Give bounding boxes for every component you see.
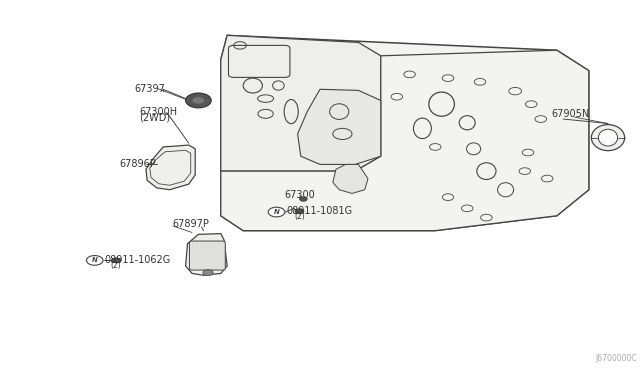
Text: 67896P: 67896P (120, 160, 156, 169)
Text: 67397: 67397 (134, 84, 165, 93)
Text: (2): (2) (294, 212, 305, 221)
Text: (2): (2) (110, 261, 121, 270)
Polygon shape (221, 50, 589, 231)
Circle shape (86, 256, 103, 265)
Polygon shape (146, 145, 195, 190)
Text: N: N (273, 209, 280, 215)
FancyBboxPatch shape (189, 241, 225, 270)
Circle shape (295, 209, 304, 214)
Ellipse shape (598, 129, 618, 146)
Polygon shape (333, 164, 368, 193)
Text: N: N (92, 257, 98, 263)
Circle shape (268, 207, 285, 217)
Polygon shape (186, 234, 227, 275)
Text: 67300: 67300 (285, 190, 316, 199)
Circle shape (186, 93, 211, 108)
Polygon shape (221, 35, 381, 171)
Circle shape (203, 270, 213, 276)
Ellipse shape (591, 125, 625, 151)
Text: 67905N: 67905N (552, 109, 590, 119)
Text: (2WD): (2WD) (140, 112, 171, 122)
Polygon shape (221, 35, 589, 231)
Circle shape (192, 97, 205, 104)
Text: J6700000C: J6700000C (595, 354, 637, 363)
Circle shape (300, 197, 307, 201)
Text: 08911-1062G: 08911-1062G (104, 255, 171, 264)
Circle shape (112, 258, 121, 263)
Text: 67897P: 67897P (173, 219, 210, 229)
Text: 08911-1081G: 08911-1081G (287, 206, 353, 216)
Text: 67300H: 67300H (140, 107, 178, 116)
Polygon shape (298, 89, 381, 164)
